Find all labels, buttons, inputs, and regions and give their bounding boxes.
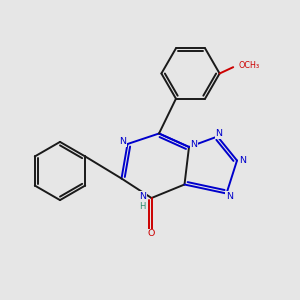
Text: N: N [139,192,146,201]
Text: OCH₃: OCH₃ [238,61,260,70]
Text: N: N [226,192,233,201]
Text: N: N [215,129,223,138]
Text: N: N [239,156,247,165]
Text: O: O [148,230,155,238]
Text: N: N [119,137,126,146]
Text: H: H [139,202,146,211]
Text: N: N [190,140,198,149]
